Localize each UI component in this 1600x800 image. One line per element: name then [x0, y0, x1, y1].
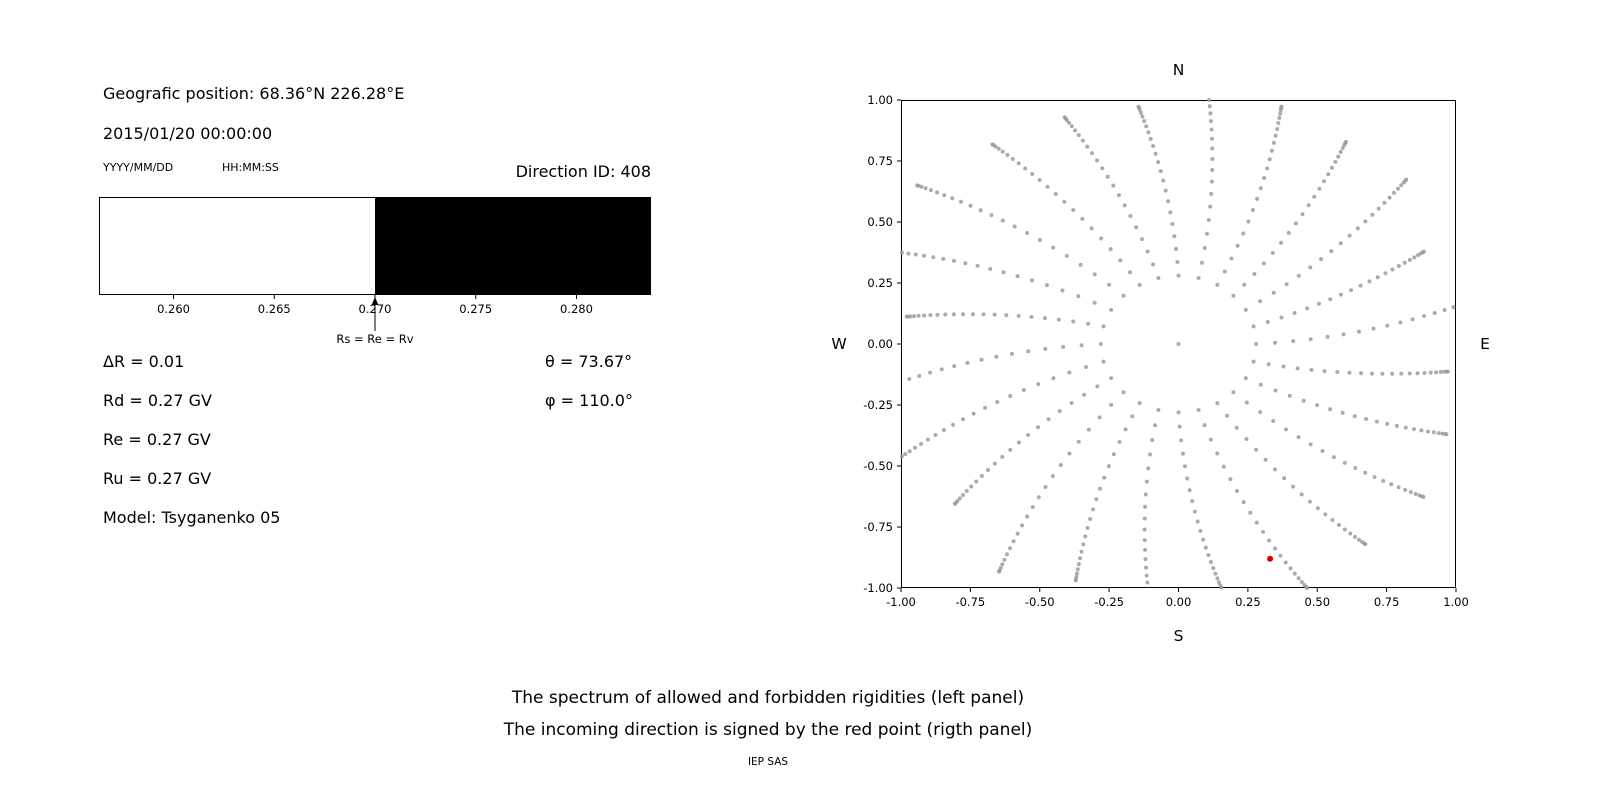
direction-x-tick-label: -0.50 [1025, 595, 1055, 609]
direction-plot-border [901, 100, 1456, 588]
date-format-label: YYYY/MM/DD [103, 161, 174, 174]
time-format-label: HH:MM:SS [222, 161, 279, 174]
marker-arrow-head [371, 297, 379, 305]
direction-x-tick-label: -0.75 [955, 595, 985, 609]
asymptotic-direction-dots [899, 98, 1456, 590]
compass-north-label: N [1173, 61, 1185, 79]
direction-x-tick-label: 0.50 [1304, 595, 1330, 609]
spectrum-x-tick-label: 0.260 [157, 302, 190, 316]
spectrum-x-tick-label: 0.265 [258, 302, 291, 316]
caption-line-1: The spectrum of allowed and forbidden ri… [511, 688, 1025, 708]
caption-line-2: The incoming direction is signed by the … [503, 720, 1033, 740]
direction-id-text: Direction ID: 408 [515, 162, 651, 181]
spectrum-x-tick-label: 0.280 [560, 302, 593, 316]
spectrum-box-border [99, 197, 651, 295]
direction-y-tick-label: -1.00 [863, 581, 893, 595]
marker-label: Rs = Re = Rv [336, 332, 413, 346]
geo-position-text: Geografic position: 68.36°N 226.28°E [103, 84, 405, 103]
compass-east-label: E [1480, 335, 1490, 353]
direction-x-tick-label: 0.25 [1235, 595, 1261, 609]
direction-y-tick-label: 0.25 [867, 276, 893, 290]
spectrum-region-allowed [99, 197, 375, 295]
model-text: Model: Tsyganenko 05 [103, 508, 281, 527]
direction-y-tick-label: 0.50 [867, 215, 893, 229]
direction-x-tick-label: 0.75 [1374, 595, 1400, 609]
re-text: Re = 0.27 GV [103, 430, 211, 449]
direction-y-tick-label: -0.25 [863, 398, 893, 412]
delta-r-text: ΔR = 0.01 [103, 352, 185, 371]
compass-south-label: S [1174, 627, 1184, 645]
direction-y-tick-label: 0.00 [867, 337, 893, 351]
incoming-direction-chart: -1.00 -0.75 -0.50 -0.25 0.00 0.25 0.50 0.75 1.00… [831, 61, 1490, 645]
direction-y-tick-label: 1.00 [867, 93, 893, 107]
direction-x-tick-label: -0.25 [1094, 595, 1124, 609]
spectrum-region-forbidden [375, 197, 651, 295]
ru-text: Ru = 0.27 GV [103, 469, 212, 488]
incoming-direction-point [1267, 555, 1274, 562]
direction-y-tick-label: 0.75 [867, 154, 893, 168]
direction-x-tick-label: 0.00 [1166, 595, 1192, 609]
direction-x-tick-label: -1.00 [886, 595, 916, 609]
direction-x-tick-label: 1.00 [1443, 595, 1469, 609]
theta-text: θ = 73.67° [545, 352, 633, 371]
compass-west-label: W [831, 335, 846, 353]
datetime-text: 2015/01/20 00:00:00 [103, 124, 273, 143]
spectrum-x-tick-label: 0.275 [459, 302, 492, 316]
direction-y-tick-label: -0.75 [863, 520, 893, 534]
phi-text: φ = 110.0° [545, 391, 633, 410]
direction-y-tick-label: -0.50 [863, 459, 893, 473]
rd-text: Rd = 0.27 GV [103, 391, 212, 410]
credit-text: IEP SAS [747, 756, 789, 768]
